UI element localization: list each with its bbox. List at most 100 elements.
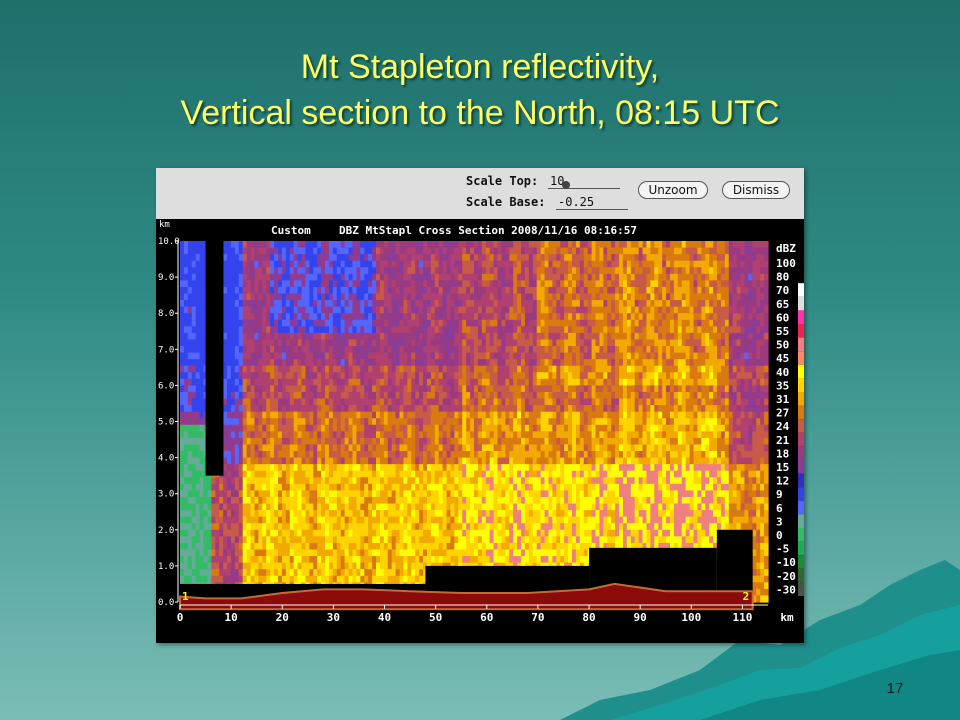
field-cell xyxy=(497,254,503,262)
field-cell xyxy=(379,542,385,551)
field-cell xyxy=(513,359,518,367)
field-cell xyxy=(501,247,506,255)
field-cell xyxy=(454,457,459,465)
field-cell xyxy=(524,398,530,406)
field-cell xyxy=(489,391,495,400)
field-cell xyxy=(336,346,342,354)
field-cell xyxy=(234,260,240,268)
field-cell xyxy=(258,418,263,426)
field-cell xyxy=(415,391,420,400)
field-cell xyxy=(485,496,491,505)
field-cell xyxy=(419,365,424,373)
dismiss-button[interactable]: Dismiss xyxy=(722,181,790,199)
field-cell xyxy=(360,516,365,524)
field-cell xyxy=(430,398,436,406)
field-cell xyxy=(266,490,271,498)
field-cell xyxy=(309,510,314,518)
field-cell xyxy=(270,418,275,426)
field-cell xyxy=(313,549,318,557)
field-cell xyxy=(266,339,271,347)
scale-top-slider-knob[interactable] xyxy=(562,181,570,189)
field-cell xyxy=(470,556,475,564)
field-cell xyxy=(332,293,338,301)
field-cell xyxy=(430,405,436,413)
field-cell xyxy=(387,365,393,373)
field-cell xyxy=(313,516,318,524)
field-cell xyxy=(289,562,295,570)
field-cell xyxy=(509,451,514,459)
field-cell xyxy=(477,418,483,426)
field-cell xyxy=(258,503,263,511)
field-cell xyxy=(419,319,424,327)
field-cell xyxy=(317,536,322,544)
field-cell xyxy=(238,405,244,413)
field-cell xyxy=(379,411,385,419)
field-cell xyxy=(266,464,271,472)
field-cell xyxy=(466,516,471,524)
field-cell xyxy=(325,451,330,459)
field-cell xyxy=(313,437,318,446)
field-cell xyxy=(270,241,275,249)
field-cell xyxy=(199,542,205,551)
field-cell xyxy=(254,490,259,498)
field-cell xyxy=(187,332,193,341)
field-cell xyxy=(242,286,248,295)
field-cell xyxy=(395,470,401,478)
field-cell xyxy=(340,339,346,347)
field-cell xyxy=(528,398,534,406)
field-cell xyxy=(336,273,342,281)
scale-top-input[interactable] xyxy=(548,173,620,189)
field-cell xyxy=(391,483,397,492)
field-cell xyxy=(505,332,510,341)
field-cell xyxy=(332,556,338,564)
field-cell xyxy=(505,549,510,557)
field-cell xyxy=(454,523,459,531)
field-cell xyxy=(344,300,350,308)
field-cell xyxy=(183,405,189,413)
field-cell xyxy=(258,477,263,485)
field-cell xyxy=(466,405,471,413)
field-cell xyxy=(242,503,248,511)
field-cell xyxy=(524,293,530,301)
field-cell xyxy=(462,286,467,295)
field-cell xyxy=(532,293,538,301)
field-cell xyxy=(391,510,397,518)
field-cell xyxy=(274,280,279,288)
field-cell xyxy=(278,273,283,281)
field-cell xyxy=(383,267,389,275)
field-cell xyxy=(513,516,518,524)
field-cell xyxy=(395,372,401,380)
field-cell xyxy=(466,457,471,465)
field-cell xyxy=(368,477,373,485)
field-cell xyxy=(305,529,310,537)
field-cell xyxy=(238,385,244,393)
field-cell xyxy=(379,359,385,367)
field-cell xyxy=(462,542,467,551)
field-cell xyxy=(454,306,459,314)
field-cell xyxy=(254,326,259,334)
field-cell xyxy=(281,365,287,373)
field-cell xyxy=(446,273,452,281)
field-cell xyxy=(254,313,259,321)
field-cell xyxy=(442,503,448,511)
field-cell xyxy=(403,352,408,360)
field-cell xyxy=(246,562,252,570)
field-cell xyxy=(227,411,232,419)
field-cell xyxy=(230,516,236,524)
field-cell xyxy=(191,437,197,446)
field-cell xyxy=(399,313,405,321)
field-cell xyxy=(485,529,491,537)
field-cell xyxy=(481,254,487,262)
field-cell xyxy=(485,536,491,544)
field-cell xyxy=(207,503,212,511)
scale-base-input[interactable] xyxy=(556,194,628,210)
field-cell xyxy=(411,405,416,413)
field-cell xyxy=(474,346,479,354)
field-cell xyxy=(301,267,307,275)
unzoom-button[interactable]: Unzoom xyxy=(638,181,708,199)
field-cell xyxy=(293,516,299,524)
field-cell xyxy=(309,477,314,485)
field-cell xyxy=(383,444,389,452)
field-cell xyxy=(356,254,361,262)
field-cell xyxy=(454,378,459,386)
